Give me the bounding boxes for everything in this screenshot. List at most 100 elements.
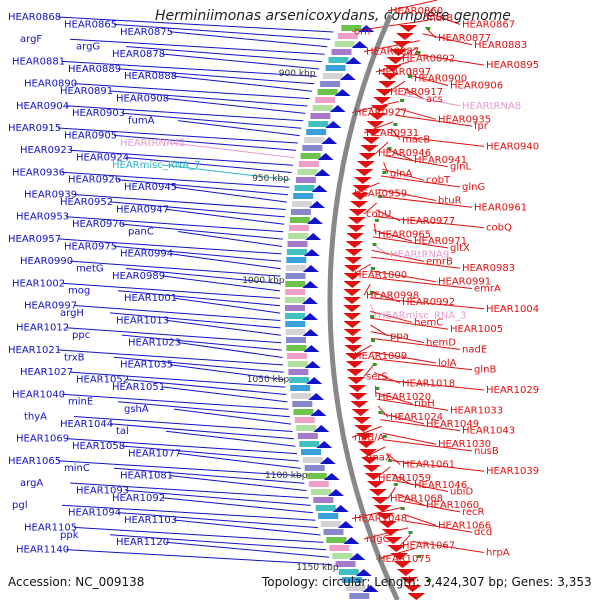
gene-label-hemd[interactable]: hemD: [426, 338, 456, 349]
gene-label-hear0976[interactable]: HEAR0976: [72, 219, 125, 230]
gene-label-hear0936[interactable]: HEAR0936: [12, 167, 65, 178]
gene-label-cobt[interactable]: cobT: [426, 175, 451, 186]
gene-label-hear1059[interactable]: HEAR1059: [378, 473, 431, 484]
gene-label-hear0883[interactable]: HEAR0883: [474, 40, 527, 51]
gene-label-emrb[interactable]: emrB: [426, 256, 453, 267]
gene-label-hear0946[interactable]: HEAR0946: [378, 148, 431, 159]
gene-label-hear0947[interactable]: HEAR0947: [116, 204, 169, 215]
gene-label-glng[interactable]: glnG: [462, 182, 485, 193]
gene-label-hear0998[interactable]: HEAR0998: [366, 290, 419, 301]
gene-label-hear1029[interactable]: HEAR1029: [486, 385, 539, 396]
gene-label-hear1009[interactable]: HEAR1009: [354, 351, 407, 362]
gene-label-hear1004[interactable]: HEAR1004: [486, 304, 539, 315]
gene-label-heartrna9[interactable]: HEARtRNA9: [390, 250, 449, 261]
gene-label-heartrna8[interactable]: HEARtRNA8: [462, 101, 521, 112]
gene-label-panc[interactable]: panC: [128, 227, 154, 238]
gene-label-nusb[interactable]: nusB: [474, 446, 499, 457]
gene-label-hear0895[interactable]: HEAR0895: [486, 60, 539, 71]
gene-label-hear1094[interactable]: HEAR1094: [68, 508, 121, 519]
gene-label-hear0926[interactable]: HEAR0926: [68, 175, 121, 186]
gene-label-hear0959[interactable]: HEAR0959: [354, 189, 407, 200]
gene-label-hear1061[interactable]: HEAR1061: [402, 460, 455, 471]
gene-label-hearmisc-rna-3[interactable]: HEARmisc_RNA_3: [378, 311, 467, 322]
gene-label-hear0992[interactable]: HEAR0992: [402, 297, 455, 308]
gene-label-hear0892[interactable]: HEAR0892: [402, 53, 455, 64]
gene-label-hear0878[interactable]: HEAR0878: [112, 49, 165, 60]
gene-label-hear0952[interactable]: HEAR0952: [60, 197, 113, 208]
gene-label-hear0983[interactable]: HEAR0983: [462, 263, 515, 274]
gene-label-trxb[interactable]: trxB: [64, 352, 85, 363]
gene-label-murb[interactable]: murB: [426, 13, 453, 24]
gene-label-hear0900[interactable]: HEAR0900: [414, 74, 467, 85]
gene-label-hear1043[interactable]: HEAR1043: [462, 426, 515, 437]
gene-label-lola[interactable]: lolA: [438, 358, 457, 369]
gene-label-cobq[interactable]: cobQ: [486, 223, 512, 234]
gene-label-hear0940[interactable]: HEAR0940: [486, 141, 539, 152]
gene-label-hemc[interactable]: hemC: [414, 317, 443, 328]
gene-label-sers[interactable]: serS: [366, 372, 388, 383]
gene-label-hear1065[interactable]: HEAR1065: [8, 456, 61, 467]
gene-label-hear1068[interactable]: HEAR1068: [390, 493, 443, 504]
gene-label-hear1021[interactable]: HEAR1021: [8, 345, 61, 356]
gene-label-hear0977[interactable]: HEAR0977: [402, 216, 455, 227]
gene-label-ubid[interactable]: ubiD: [450, 487, 473, 498]
gene-label-hear1075[interactable]: HEAR1075: [378, 554, 431, 565]
gene-label-ribb-a[interactable]: ribB/A: [354, 432, 384, 443]
gene-label-hear0877[interactable]: HEAR0877: [438, 33, 491, 44]
gene-label-hear0889[interactable]: HEAR0889: [68, 64, 121, 75]
gene-label-hear1030[interactable]: HEAR1030: [438, 439, 491, 450]
gene-label-tal[interactable]: tal: [116, 426, 129, 437]
gene-label-ppa[interactable]: ppa: [390, 331, 409, 342]
gene-label-ppc[interactable]: ppc: [72, 330, 90, 341]
gene-label-argf[interactable]: argF: [20, 34, 42, 45]
gene-label-hear0997[interactable]: HEAR0997: [24, 301, 77, 312]
gene-label-argh[interactable]: argH: [60, 308, 84, 319]
gene-label-hear1002[interactable]: HEAR1002: [12, 278, 65, 289]
gene-label-hear0931[interactable]: HEAR0931: [366, 128, 419, 139]
gene-label-hear0903[interactable]: HEAR0903: [72, 108, 125, 119]
gene-label-glnl[interactable]: glnL: [450, 162, 471, 173]
gene-label-dcd[interactable]: dcd: [474, 527, 492, 538]
gene-label-hear0971[interactable]: HEAR0971: [414, 236, 467, 247]
gene-label-hear0935[interactable]: HEAR0935: [438, 114, 491, 125]
gene-label-hear1105[interactable]: HEAR1105: [24, 522, 77, 533]
gene-label-rdgc[interactable]: rdgC: [366, 534, 390, 545]
gene-label-fuma[interactable]: fumA: [128, 116, 155, 127]
gene-label-hear1103[interactable]: HEAR1103: [124, 515, 177, 526]
gene-label-hearmisc-rna-7[interactable]: HEARmisc_RNA_7: [112, 160, 201, 171]
gene-label-hear0897[interactable]: HEAR0897: [378, 67, 431, 78]
gene-label-hear1020[interactable]: HEAR1020: [378, 392, 431, 403]
gene-label-hear0904[interactable]: HEAR0904: [16, 101, 69, 112]
gene-label-glna[interactable]: glnA: [390, 168, 412, 179]
gene-label-mog[interactable]: mog: [68, 286, 90, 297]
gene-label-argg[interactable]: argG: [76, 42, 100, 53]
gene-label-pgl[interactable]: pgl: [12, 500, 27, 511]
gene-label-emra[interactable]: emrA: [474, 284, 501, 295]
gene-label-hear1066[interactable]: HEAR1066: [438, 520, 491, 531]
gene-label-metg[interactable]: metG: [76, 264, 104, 275]
gene-label-nade[interactable]: nadE: [462, 344, 487, 355]
gene-label-thya[interactable]: thyA: [24, 412, 47, 423]
gene-label-hear0923[interactable]: HEAR0923: [20, 145, 73, 156]
gene-label-hear1052[interactable]: HEAR1052: [76, 375, 129, 386]
gene-label-macb[interactable]: macB: [402, 135, 430, 146]
gene-label-hear0905[interactable]: HEAR0905: [64, 130, 117, 141]
gene-label-hear1140[interactable]: HEAR1140: [16, 545, 69, 556]
gene-label-dnax[interactable]: dnaX: [366, 453, 392, 464]
gene-label-hear1060[interactable]: HEAR1060: [426, 500, 479, 511]
gene-label-hear0906[interactable]: HEAR0906: [450, 81, 503, 92]
gene-label-hear1039[interactable]: HEAR1039: [486, 466, 539, 477]
gene-label-hear1046[interactable]: HEAR1046: [414, 480, 467, 491]
gene-label-hear0965[interactable]: HEAR0965: [378, 229, 431, 240]
gene-label-hear0994[interactable]: HEAR0994: [120, 249, 173, 260]
gene-label-hear0891[interactable]: HEAR0891: [60, 86, 113, 97]
gene-label-hear0924[interactable]: HEAR0924: [76, 153, 129, 164]
gene-label-hear0888[interactable]: HEAR0888: [124, 71, 177, 82]
gene-label-hear0887[interactable]: HEAR0887: [366, 47, 419, 58]
gene-label-hear1049[interactable]: HEAR1049: [426, 419, 479, 430]
gene-label-btur[interactable]: btuR: [438, 196, 462, 207]
gene-label-hear0868[interactable]: HEAR0868: [8, 12, 61, 23]
gene-label-hear1024[interactable]: HEAR1024: [390, 412, 443, 423]
gene-label-hear1120[interactable]: HEAR1120: [116, 537, 169, 548]
gene-label-hear0941[interactable]: HEAR0941: [414, 155, 467, 166]
